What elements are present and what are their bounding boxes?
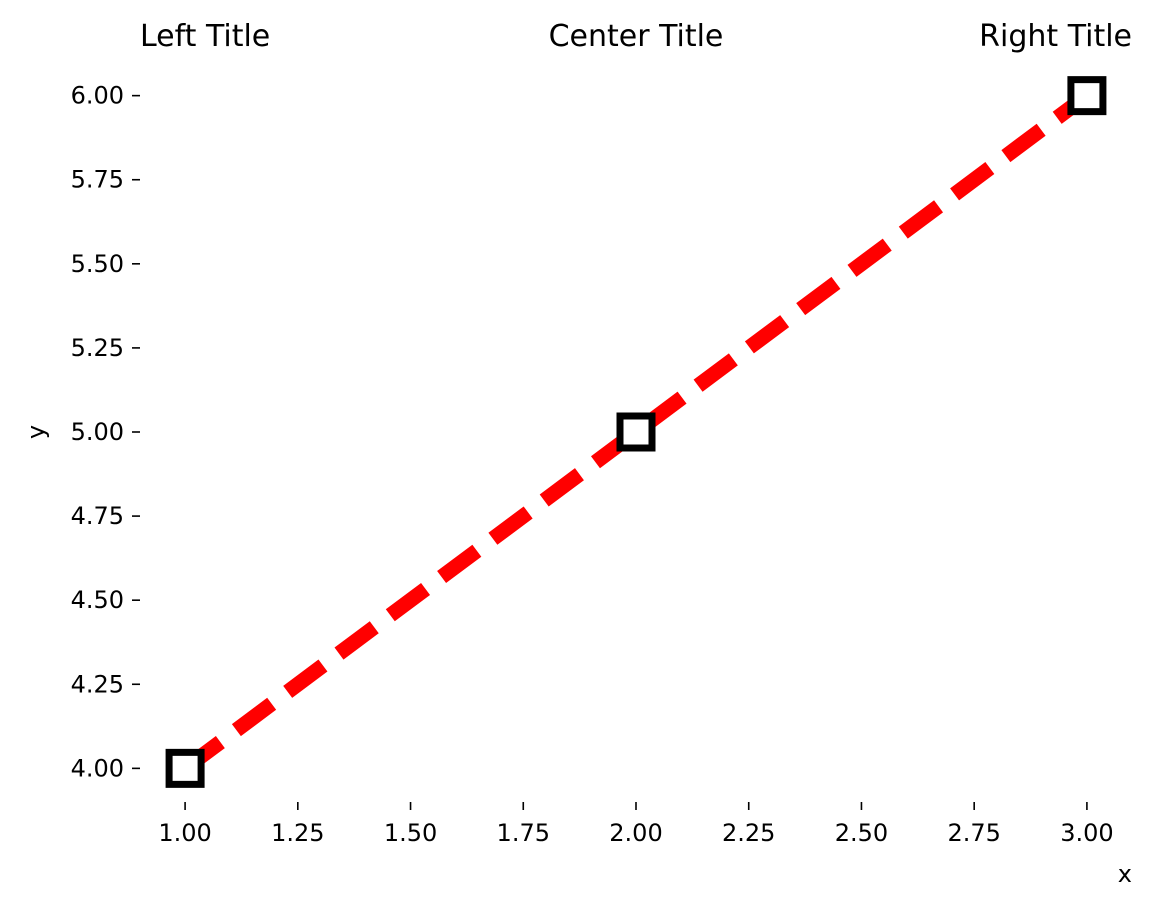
y-axis-ticks: 4.00 4.25 4.50 4.75 5.00 5.25 5.50 5.75 6.00 <box>71 82 140 782</box>
data-point-marker <box>1067 76 1107 116</box>
x-tick-label: 1.75 <box>497 819 550 847</box>
y-axis-label: y <box>22 425 50 439</box>
y-tick-label: 4.25 <box>71 670 124 698</box>
y-tick-label: 5.75 <box>71 166 124 194</box>
center-title: Center Title <box>549 19 724 54</box>
y-tick-label: 5.50 <box>71 250 124 278</box>
series-line <box>180 89 1092 775</box>
left-title: Left Title <box>140 19 270 54</box>
data-point-marker <box>616 412 656 452</box>
x-tick-label: 2.75 <box>947 819 1000 847</box>
y-tick-label: 4.00 <box>71 754 124 782</box>
y-tick-label: 5.25 <box>71 334 124 362</box>
x-tick-label: 3.00 <box>1060 819 1113 847</box>
series-markers <box>165 76 1107 788</box>
x-axis-ticks: 1.00 1.25 1.50 1.75 2.00 2.25 2.50 2.75 3.00 <box>158 802 1114 847</box>
x-tick-label: 2.25 <box>722 819 775 847</box>
x-axis-label: x <box>1118 860 1132 888</box>
x-tick-label: 2.50 <box>835 819 888 847</box>
x-tick-label: 1.00 <box>158 819 211 847</box>
y-tick-label: 4.50 <box>71 586 124 614</box>
y-tick-label: 4.75 <box>71 502 124 530</box>
data-point-marker <box>165 748 205 788</box>
y-tick-label: 6.00 <box>71 82 124 110</box>
y-tick-label: 5.00 <box>71 418 124 446</box>
series-lines <box>180 89 1092 775</box>
x-tick-label: 1.25 <box>271 819 324 847</box>
right-title: Right Title <box>979 19 1132 54</box>
x-tick-label: 1.50 <box>384 819 437 847</box>
x-tick-label: 2.00 <box>609 819 662 847</box>
